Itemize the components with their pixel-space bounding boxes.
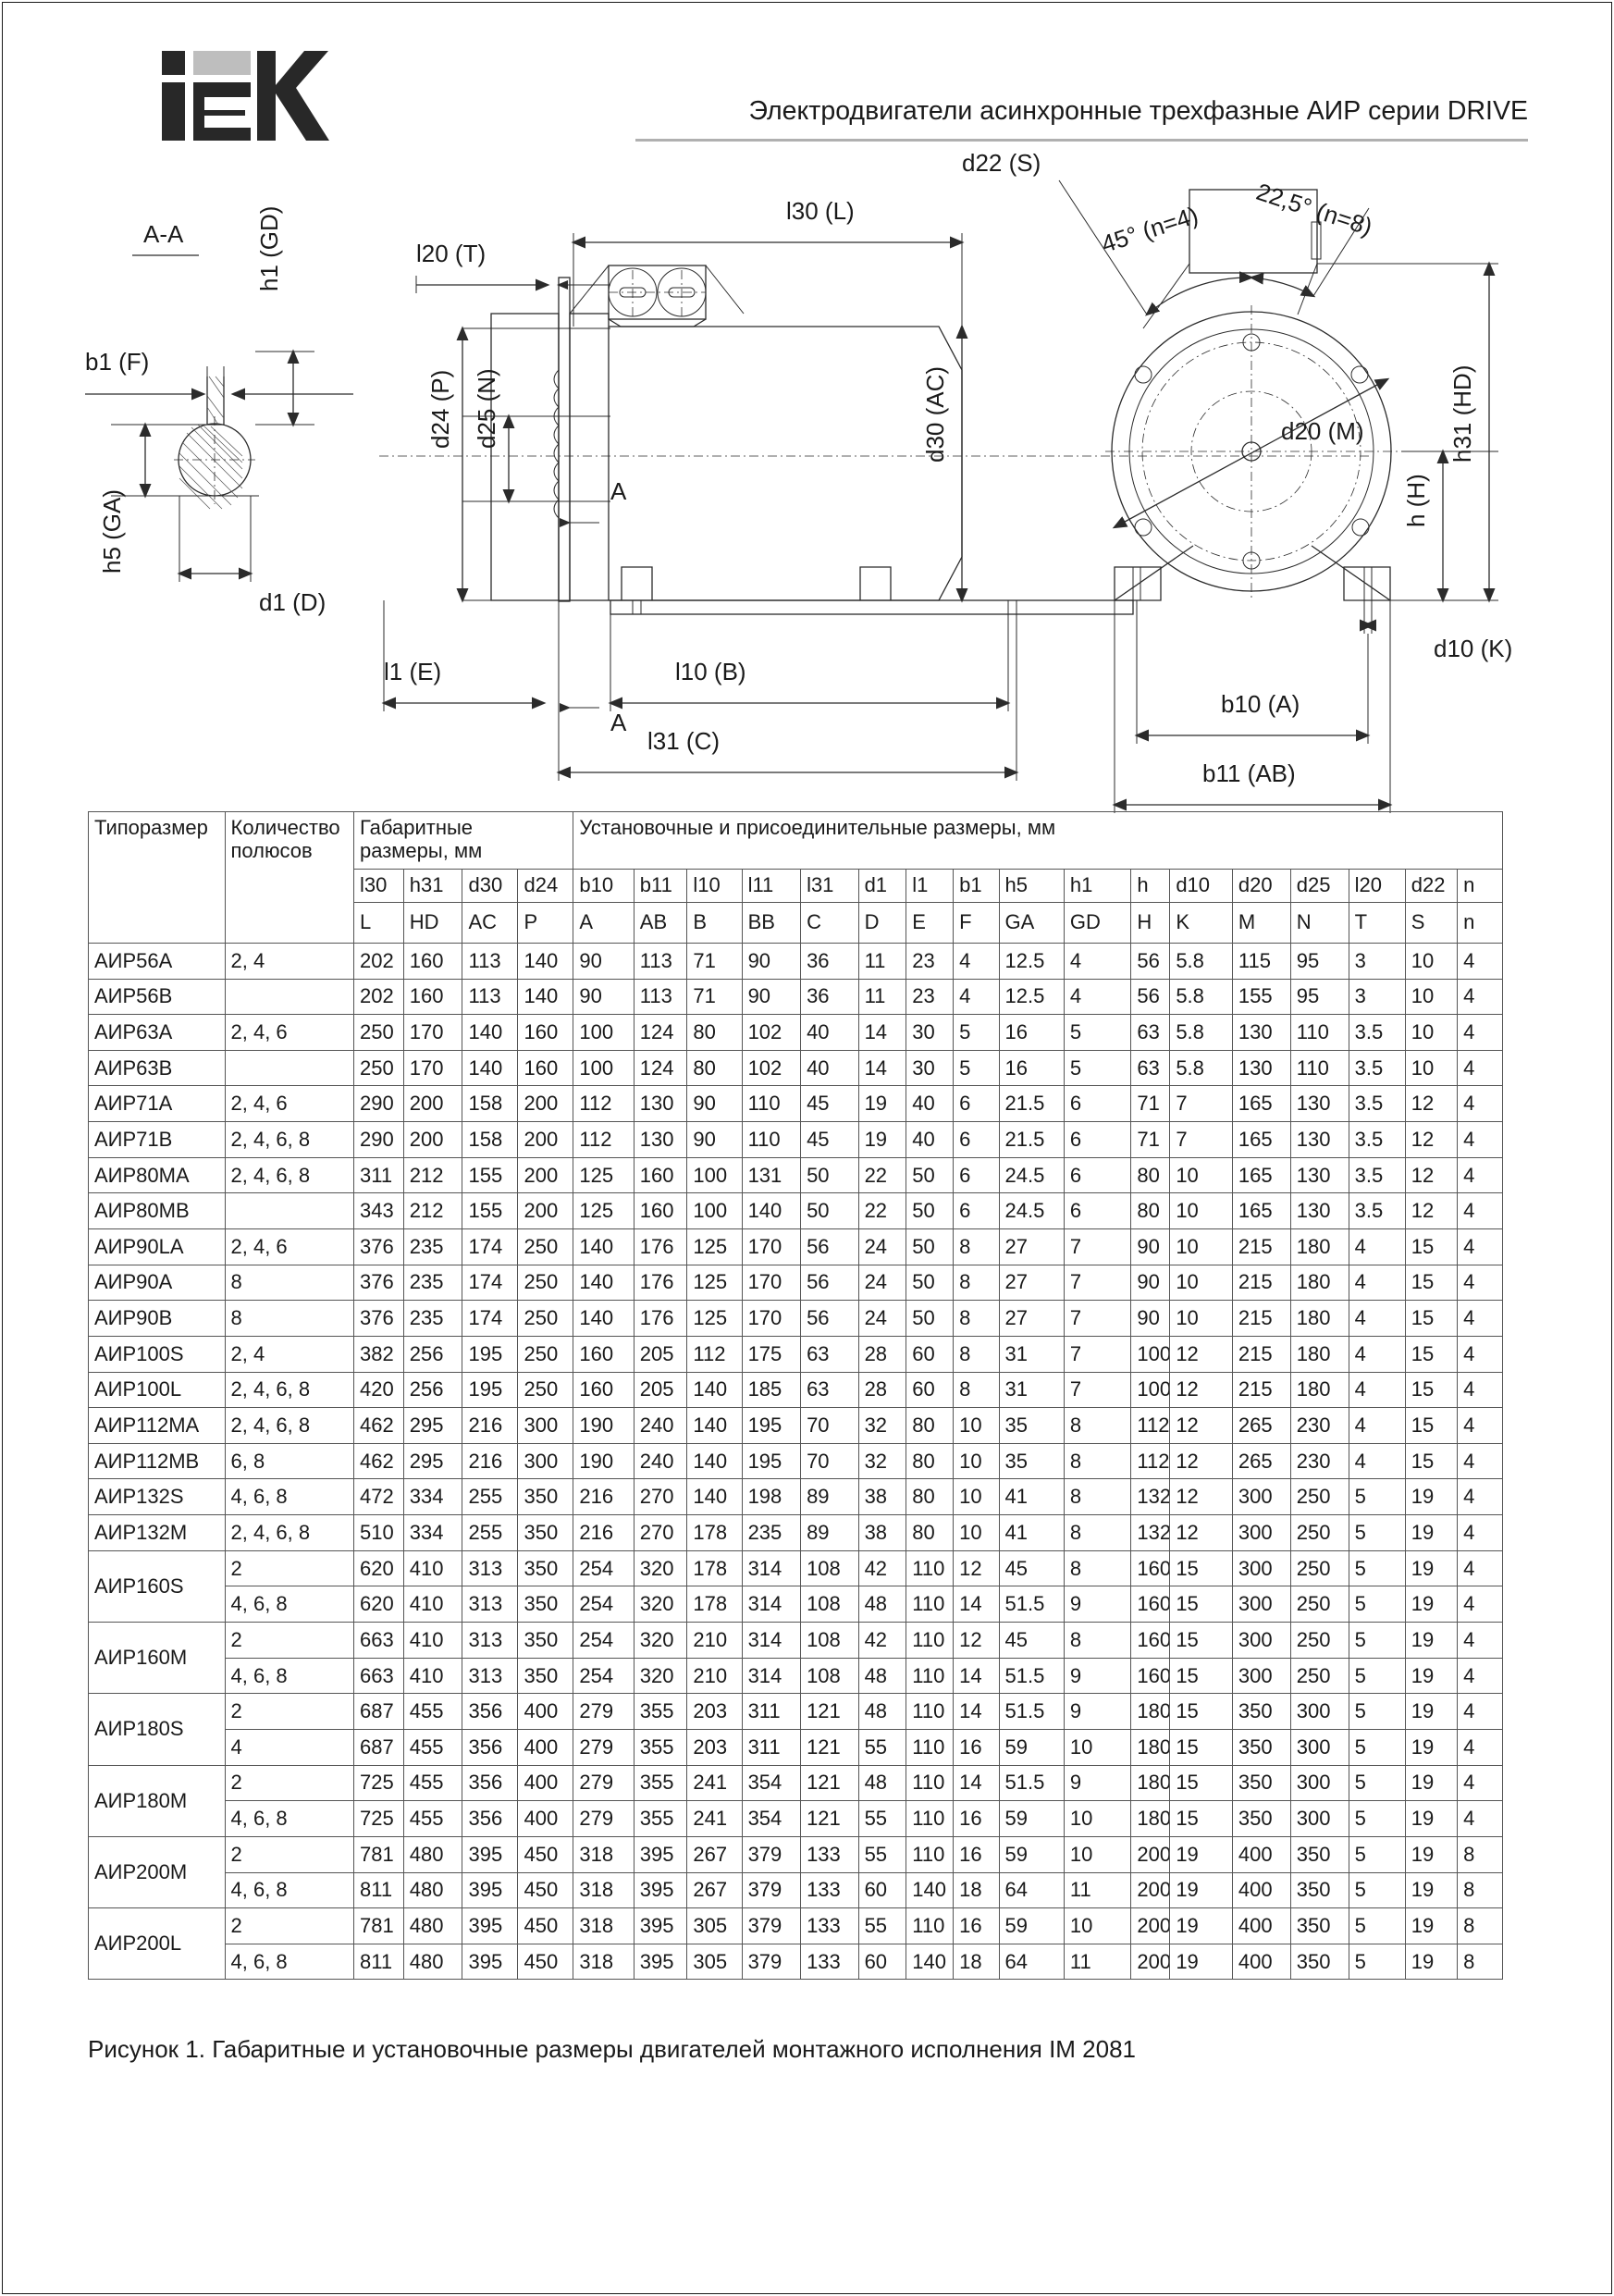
svg-text:22,5° (n=8): 22,5° (n=8) — [1253, 178, 1376, 241]
svg-text:A: A — [610, 709, 627, 736]
svg-text:b11 (AB): b11 (AB) — [1202, 759, 1296, 787]
svg-text:b10 (A): b10 (A) — [1221, 690, 1300, 718]
svg-text:d25 (N): d25 (N) — [473, 368, 500, 449]
svg-text:d24 (P): d24 (P) — [426, 370, 454, 449]
svg-text:d1 (D): d1 (D) — [259, 588, 326, 616]
svg-text:l10 (B): l10 (B) — [675, 658, 746, 685]
svg-text:45° (n=4): 45° (n=4) — [1098, 201, 1201, 258]
svg-text:A-A: A-A — [143, 220, 184, 248]
svg-text:d20 (M): d20 (M) — [1281, 417, 1364, 445]
svg-text:h1 (GD): h1 (GD) — [255, 206, 283, 291]
svg-text:b1 (F): b1 (F) — [85, 348, 149, 376]
svg-text:A: A — [610, 477, 627, 505]
svg-text:d30 (AC): d30 (AC) — [921, 366, 949, 463]
svg-text:l1 (E): l1 (E) — [384, 658, 441, 685]
svg-text:h5 (GA): h5 (GA) — [98, 489, 126, 574]
svg-text:d10 (K): d10 (K) — [1434, 635, 1512, 662]
svg-text:h31 (HD): h31 (HD) — [1448, 365, 1476, 463]
svg-text:h (H): h (H) — [1402, 474, 1430, 527]
svg-text:d22 (S): d22 (S) — [962, 149, 1041, 177]
svg-text:l30 (L): l30 (L) — [786, 197, 855, 225]
svg-text:l20 (T): l20 (T) — [416, 240, 486, 267]
svg-text:l31 (C): l31 (C) — [647, 727, 720, 755]
